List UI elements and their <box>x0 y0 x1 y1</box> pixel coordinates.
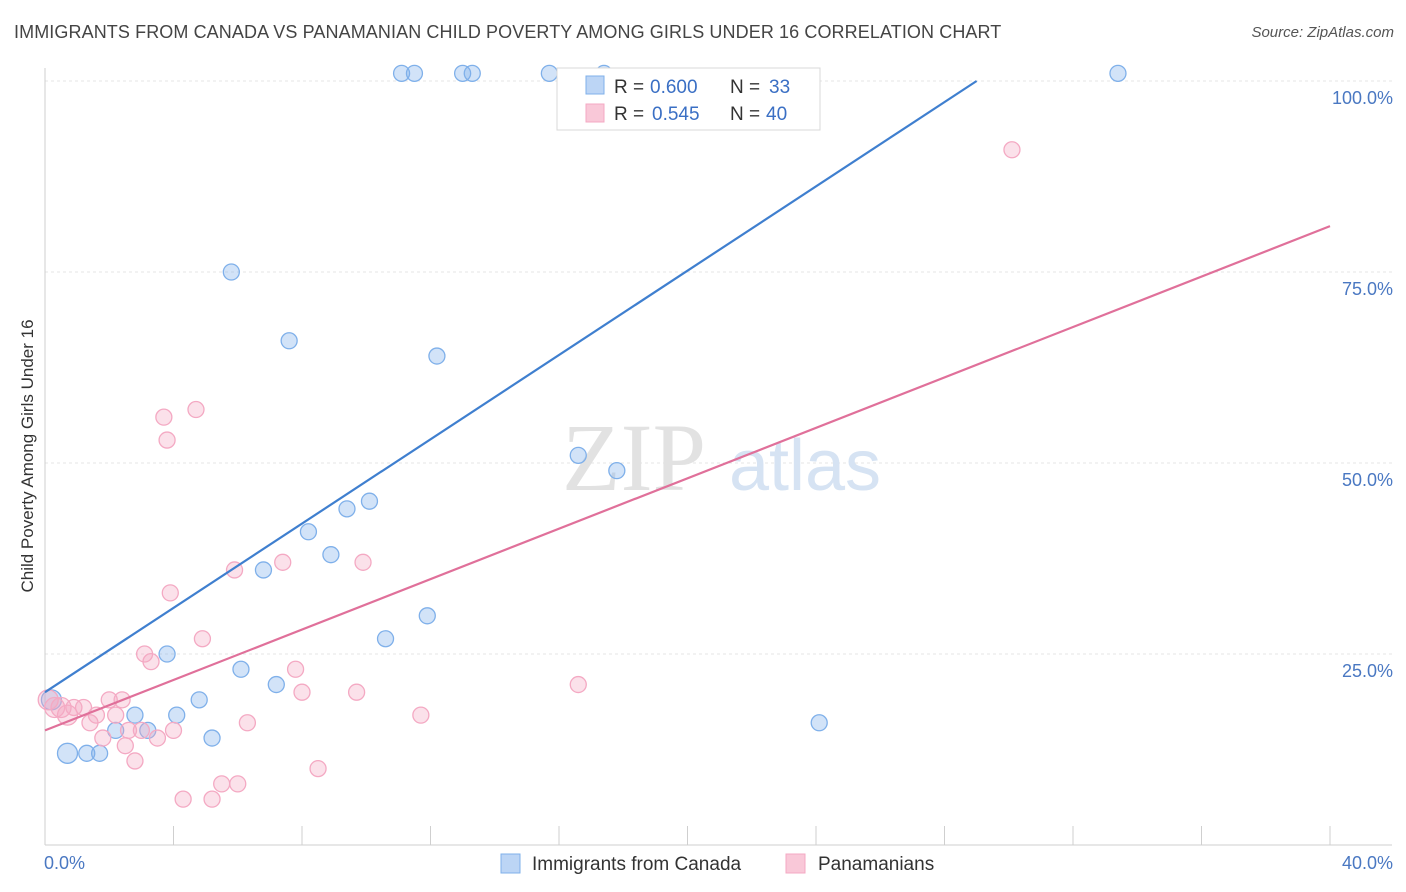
point-canada-17 <box>322 546 340 564</box>
legend-r-label-panamanians: R = <box>614 104 644 125</box>
point-panamanians-24 <box>187 400 205 419</box>
y-axis-label: Child Poverty Among Girls Under 16 <box>18 319 37 592</box>
legend-n-label-panamanians: N = <box>730 104 760 125</box>
tick-labels: 25.0% 50.0% 75.0% 100.0% 0.0% 40.0% <box>44 88 1393 873</box>
point-panamanians-34 <box>309 759 327 778</box>
bottom-legend-swatch-canada <box>500 853 521 874</box>
point-canada-23 <box>418 607 436 625</box>
point-panamanians-25 <box>193 630 212 648</box>
point-panamanians-32 <box>286 660 305 678</box>
point-panamanians-21 <box>161 584 179 602</box>
point-panamanians-27 <box>213 775 231 793</box>
legend-r-value-canada: 0.600 <box>650 77 698 98</box>
legend-n-value-canada: 33 <box>769 77 790 98</box>
watermark-atlas: atlas <box>729 426 881 506</box>
bottom-legend-swatch-panamanians <box>785 853 806 874</box>
point-panamanians-15 <box>132 721 151 740</box>
point-canada-12 <box>232 660 250 678</box>
point-canada-2 <box>78 744 96 762</box>
point-panamanians-26 <box>203 790 221 808</box>
point-panamanians-13 <box>119 721 138 740</box>
point-canada-10 <box>203 729 221 747</box>
point-canada-9 <box>190 691 208 709</box>
point-panamanians-18 <box>148 729 167 747</box>
point-panamanians-1 <box>43 696 66 719</box>
point-canada-20 <box>376 630 395 648</box>
point-panamanians-35 <box>347 683 366 701</box>
legend-swatch-panamanians <box>585 103 605 123</box>
point-panamanians-17 <box>142 652 160 671</box>
trend-lines <box>44 80 1331 732</box>
point-canada-21 <box>392 64 411 83</box>
axes <box>44 68 1392 846</box>
point-canada-15 <box>280 332 298 350</box>
x-tick-label-1: 40.0% <box>1342 853 1393 873</box>
point-canada-19 <box>360 492 379 510</box>
point-panamanians-19 <box>155 408 173 426</box>
point-panamanians-8 <box>94 729 112 747</box>
x-tick-label-0: 0.0% <box>44 853 85 873</box>
point-canada-5 <box>126 706 144 724</box>
legend-n-value-panamanians: 40 <box>766 104 787 125</box>
point-canada-14 <box>267 675 285 694</box>
point-canada-16 <box>299 523 318 541</box>
point-canada-25 <box>453 64 472 83</box>
point-canada-26 <box>463 64 481 83</box>
point-canada-32 <box>1109 64 1127 83</box>
point-canada-18 <box>338 500 356 518</box>
point-canada-11 <box>222 263 240 281</box>
point-panamanians-37 <box>412 706 430 724</box>
legend-r-label-canada: R = <box>614 77 644 98</box>
bottom-legend-label-canada: Immigrants from Canada <box>532 854 742 875</box>
point-panamanians-10 <box>107 706 125 724</box>
y-tick-label-0: 25.0% <box>1342 661 1393 681</box>
bottom-legend-label-panamanians: Panamanians <box>818 854 934 875</box>
point-canada-30 <box>608 461 626 480</box>
y-tick-label-1: 50.0% <box>1342 470 1393 490</box>
trend-line-canada <box>44 80 978 694</box>
point-canada-3 <box>90 744 109 762</box>
chart-title: IMMIGRANTS FROM CANADA VS PANAMANIAN CHI… <box>14 22 1002 42</box>
point-canada-1 <box>56 742 79 764</box>
series-legend: Immigrants from Canada Panamanians <box>500 853 934 875</box>
point-canada-27 <box>540 64 559 83</box>
point-panamanians-20 <box>158 431 176 449</box>
watermark: ZIP atlas <box>562 404 881 511</box>
point-panamanians-14 <box>126 752 144 770</box>
source-credit: Source: ZipAtlas.com <box>1251 24 1394 41</box>
point-panamanians-36 <box>354 553 372 571</box>
point-canada-24 <box>428 347 446 365</box>
point-canada-7 <box>158 645 176 663</box>
point-panamanians-31 <box>274 553 292 571</box>
point-panamanians-4 <box>65 698 83 717</box>
point-panamanians-23 <box>174 790 192 808</box>
legend-n-label-canada: N = <box>730 77 760 98</box>
point-panamanians-38 <box>569 675 587 694</box>
point-panamanians-12 <box>116 737 134 755</box>
point-canada-4 <box>107 721 125 740</box>
y-tick-label-3: 100.0% <box>1332 88 1393 108</box>
point-panamanians-39 <box>1003 141 1021 159</box>
point-canada-8 <box>168 706 186 724</box>
point-panamanians-33 <box>293 683 311 701</box>
trend-line-panamanians <box>44 225 1331 732</box>
y-tick-label-2: 75.0% <box>1342 279 1393 299</box>
stats-legend: R = 0.600 N = 33 R = 0.545 N = 40 <box>556 67 821 131</box>
legend-swatch-canada <box>585 75 605 95</box>
grid-lines <box>45 80 1392 655</box>
point-canada-31 <box>810 714 828 732</box>
point-canada-13 <box>254 561 273 579</box>
point-canada-28 <box>569 446 587 465</box>
legend-r-value-panamanians: 0.545 <box>652 104 700 125</box>
data-points <box>37 64 1127 808</box>
point-canada-22 <box>405 64 424 83</box>
point-panamanians-29 <box>229 775 247 793</box>
point-panamanians-22 <box>164 721 183 740</box>
point-panamanians-30 <box>238 714 257 732</box>
